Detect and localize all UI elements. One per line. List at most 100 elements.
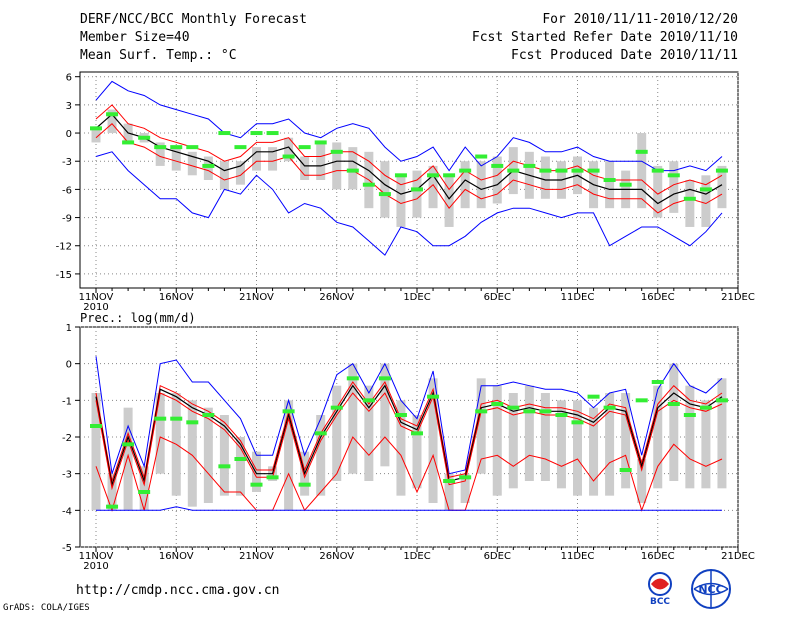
y-tick-label: -3 bbox=[62, 157, 72, 168]
spread-box bbox=[508, 393, 518, 489]
obs-marker bbox=[186, 420, 199, 425]
spread-box bbox=[203, 407, 213, 503]
obs-marker bbox=[699, 187, 712, 192]
spread-box bbox=[187, 400, 197, 507]
spread-box bbox=[460, 473, 470, 503]
spread-box bbox=[300, 156, 310, 180]
obs-marker bbox=[346, 376, 359, 381]
spread-box bbox=[653, 165, 663, 218]
series-mean-line bbox=[95, 384, 723, 488]
obs-marker bbox=[427, 394, 440, 399]
spread-box bbox=[444, 175, 454, 227]
y-tick-label: -4 bbox=[62, 506, 72, 517]
obs-marker bbox=[475, 409, 488, 414]
obs-marker bbox=[539, 409, 552, 414]
obs-marker bbox=[683, 196, 696, 201]
obs-marker bbox=[282, 409, 295, 414]
obs-marker bbox=[523, 409, 536, 414]
spread-box bbox=[460, 161, 470, 209]
spread-box bbox=[476, 161, 486, 209]
spread-box bbox=[380, 363, 390, 467]
spread-box bbox=[252, 451, 261, 492]
x-tick-label: 21DEC bbox=[721, 551, 755, 562]
y-tick-label: 3 bbox=[66, 101, 72, 112]
spread-box bbox=[348, 147, 358, 190]
series-min-line bbox=[95, 151, 723, 256]
bcc-logo: BCC bbox=[648, 572, 672, 606]
spread-box bbox=[669, 161, 679, 213]
obs-marker bbox=[475, 154, 488, 159]
obs-marker bbox=[202, 413, 215, 417]
spread-box bbox=[412, 170, 422, 218]
obs-marker bbox=[106, 112, 119, 117]
series-max-line bbox=[95, 80, 723, 172]
x-tick-year: 2010 bbox=[83, 302, 108, 313]
obs-marker bbox=[587, 394, 600, 399]
obs-marker bbox=[266, 475, 279, 480]
spread-box bbox=[268, 147, 278, 171]
obs-marker bbox=[619, 468, 632, 472]
y-tick-label: -12 bbox=[56, 242, 72, 253]
spread-box bbox=[428, 378, 438, 503]
spread-box bbox=[556, 400, 566, 489]
obs-marker bbox=[298, 145, 311, 150]
spread-box bbox=[123, 407, 133, 511]
obs-marker bbox=[571, 168, 584, 173]
spread-box bbox=[235, 161, 245, 185]
obs-marker bbox=[619, 182, 632, 187]
obs-marker bbox=[394, 173, 407, 178]
x-tick-label: 6DEC bbox=[484, 292, 511, 303]
spread-box bbox=[380, 161, 390, 218]
spread-box bbox=[155, 393, 165, 474]
spread-box bbox=[621, 393, 631, 489]
y-tick-label: -2 bbox=[62, 433, 72, 444]
obs-marker bbox=[266, 131, 279, 136]
obs-marker bbox=[138, 490, 151, 494]
spread-box bbox=[444, 473, 454, 511]
y-tick-label: 6 bbox=[66, 73, 72, 84]
bcc-logo-text: BCC bbox=[650, 597, 670, 606]
obs-marker bbox=[234, 457, 247, 461]
x-tick-label: 21NOV bbox=[239, 292, 274, 303]
obs-marker bbox=[170, 416, 183, 421]
produced-date: Fcst Produced Date 2010/11/11 bbox=[511, 48, 738, 63]
series-lower-line bbox=[95, 122, 723, 214]
x-tick-label: 21DEC bbox=[721, 292, 755, 303]
obs-marker bbox=[394, 413, 407, 417]
spread-box bbox=[203, 156, 213, 180]
chart-title: DERF/NCC/BCC Monthly Forecast bbox=[80, 12, 307, 27]
x-tick-label: 6DEC bbox=[484, 551, 511, 562]
obs-marker bbox=[90, 126, 102, 131]
spread-box bbox=[701, 175, 711, 227]
source-url[interactable]: http://cmdp.ncc.cma.gov.cn bbox=[76, 583, 280, 598]
x-tick-label: 26NOV bbox=[319, 551, 354, 562]
obs-marker bbox=[314, 140, 327, 145]
obs-marker bbox=[138, 135, 151, 140]
spread-box bbox=[428, 165, 438, 209]
y-tick-label: 0 bbox=[66, 129, 72, 140]
spread-box bbox=[540, 393, 550, 481]
x-tick-year: 2010 bbox=[83, 561, 108, 572]
obs-marker bbox=[154, 416, 167, 421]
obs-marker bbox=[651, 168, 664, 173]
obs-marker bbox=[507, 168, 520, 173]
obs-marker bbox=[186, 145, 199, 150]
series-upper-line bbox=[95, 380, 723, 483]
obs-marker bbox=[427, 173, 440, 178]
spread-box bbox=[332, 142, 342, 190]
obs-marker bbox=[90, 424, 102, 428]
obs-marker bbox=[443, 479, 456, 483]
spread-box bbox=[284, 400, 294, 511]
member-size-label: Member Size=40 bbox=[80, 30, 190, 45]
obs-marker bbox=[587, 168, 600, 173]
spread-box bbox=[637, 459, 647, 503]
obs-marker bbox=[667, 173, 680, 178]
x-tick-label: 21NOV bbox=[239, 551, 274, 562]
spread-box bbox=[605, 393, 615, 496]
spread-box bbox=[637, 133, 647, 209]
ncc-logo: NCC bbox=[691, 569, 731, 609]
spread-box bbox=[653, 385, 663, 489]
x-tick-label: 16DEC bbox=[641, 551, 675, 562]
obs-marker bbox=[234, 145, 247, 150]
